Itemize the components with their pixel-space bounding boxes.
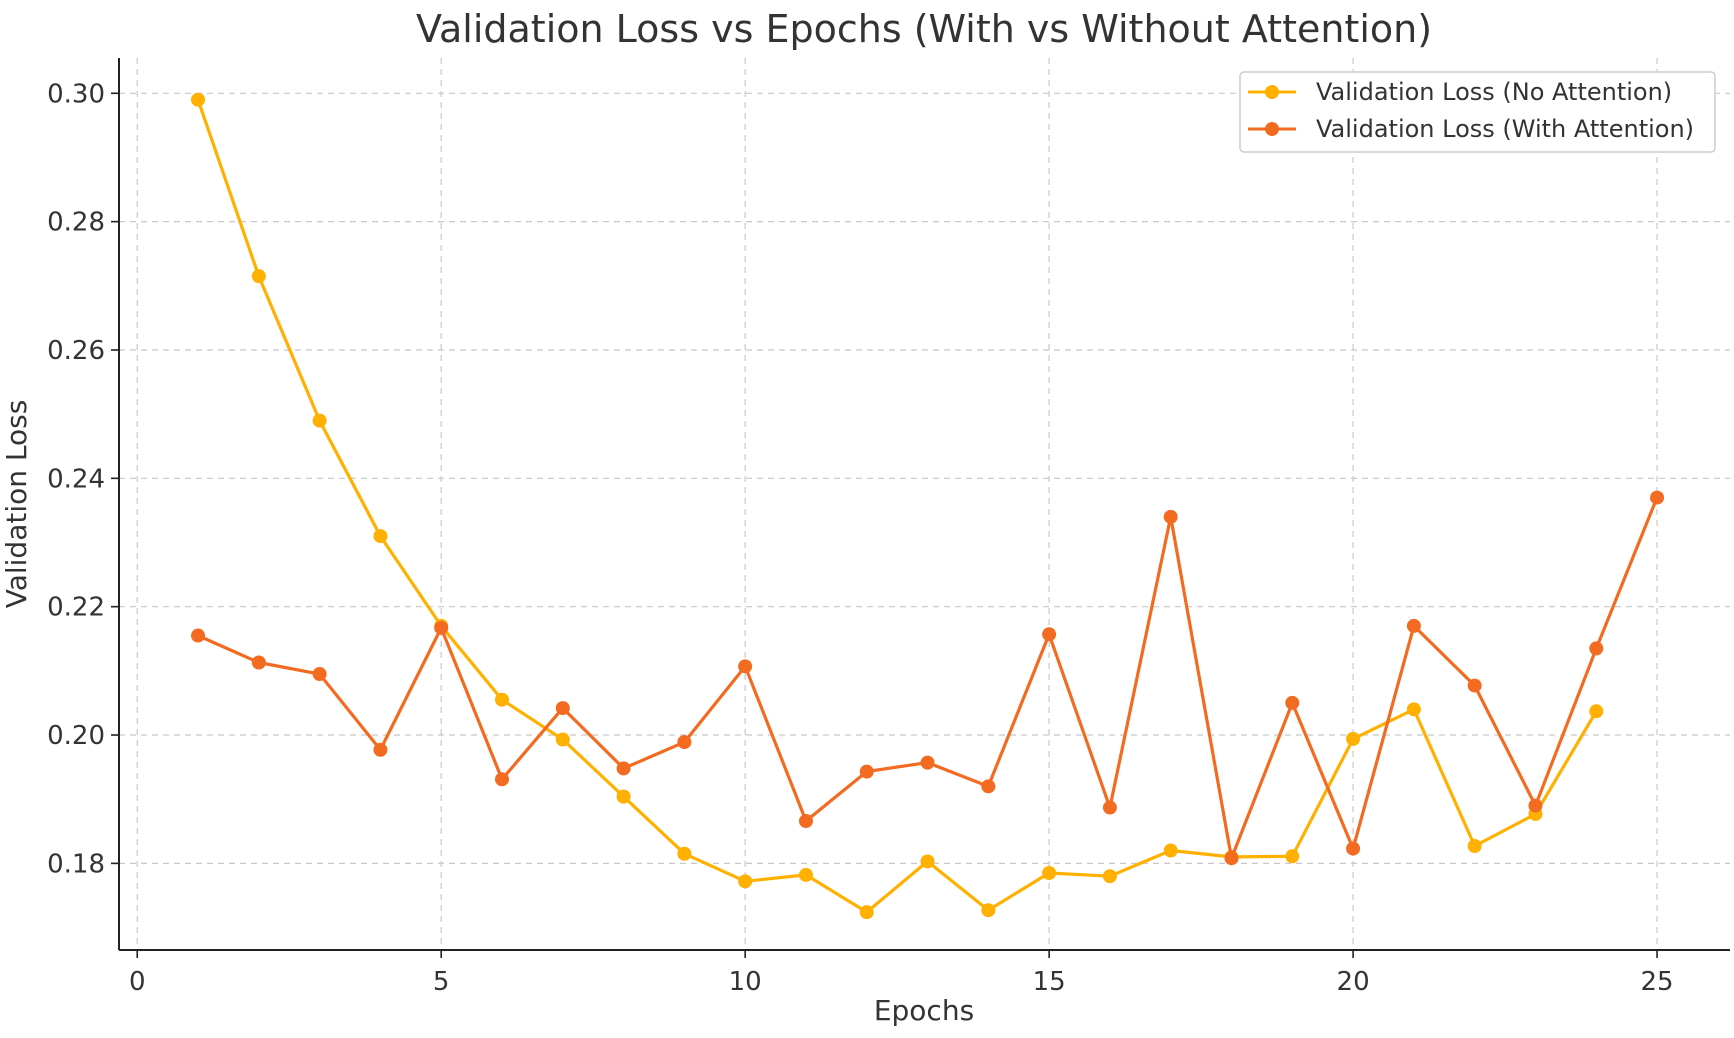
data-point [1528, 798, 1543, 813]
legend: Validation Loss (No Attention) Validatio… [1239, 71, 1716, 153]
data-point [738, 659, 753, 674]
x-axis-ticks: 0 5 10 15 20 25 [129, 950, 1674, 997]
data-point [373, 529, 388, 544]
y-tick-label: 0.28 [47, 208, 105, 238]
data-point [1042, 865, 1057, 880]
data-point [1285, 849, 1300, 864]
x-tick-label: 25 [1641, 967, 1674, 997]
data-point [859, 764, 874, 779]
data-point [191, 92, 206, 107]
data-point [859, 905, 874, 920]
legend-marker-no-attention [1265, 85, 1279, 99]
grid-lines [119, 58, 1730, 950]
data-point [920, 854, 935, 869]
data-point [981, 903, 996, 918]
data-point [798, 867, 813, 882]
series-line [196, 99, 1598, 914]
x-axis-label: Epochs [874, 994, 974, 1027]
y-tick-label: 0.30 [47, 79, 105, 109]
legend-label-no-attention: Validation Loss (No Attention) [1316, 78, 1672, 106]
legend-label-with-attention: Validation Loss (With Attention) [1316, 115, 1694, 143]
data-point [1163, 509, 1178, 524]
data-point [555, 732, 570, 747]
data-point [616, 789, 631, 804]
data-point [677, 735, 692, 750]
data-point [494, 772, 509, 787]
data-point [312, 667, 327, 682]
data-point [738, 874, 753, 889]
data-point [1346, 841, 1361, 856]
data-point [1589, 641, 1604, 656]
x-tick-label: 0 [129, 967, 146, 997]
legend-box [1239, 71, 1716, 153]
series-line [197, 497, 1659, 860]
data-point [1102, 800, 1117, 815]
x-tick-label: 5 [433, 967, 450, 997]
data-point [373, 742, 388, 757]
y-tick-label: 0.26 [47, 336, 105, 366]
data-point [616, 761, 631, 776]
x-tick-label: 10 [729, 967, 762, 997]
data-point [1467, 678, 1482, 693]
y-axis-label: Validation Loss [0, 400, 33, 609]
y-axis-ticks: 0.18 0.20 0.22 0.24 0.26 0.28 0.30 [47, 79, 119, 879]
data-point [798, 814, 813, 829]
data-point [1406, 702, 1421, 717]
data-point [1042, 627, 1057, 642]
data-point [434, 620, 449, 635]
series-layer [191, 92, 1665, 920]
legend-marker-with-attention [1265, 122, 1279, 136]
data-point [251, 269, 266, 284]
data-point [677, 846, 692, 861]
data-point [1650, 490, 1665, 505]
y-tick-label: 0.18 [47, 849, 105, 879]
x-tick-label: 15 [1033, 967, 1066, 997]
data-point [191, 628, 206, 643]
data-point [1163, 843, 1178, 858]
data-point [494, 692, 509, 707]
y-tick-label: 0.24 [47, 464, 105, 494]
series-1 [191, 490, 1665, 866]
data-point [1102, 869, 1117, 884]
data-point [1224, 851, 1239, 866]
chart-title: Validation Loss vs Epochs (With vs Witho… [416, 7, 1432, 51]
y-tick-label: 0.22 [47, 593, 105, 623]
data-point [1285, 695, 1300, 710]
data-point [251, 655, 266, 670]
data-point [1467, 839, 1482, 854]
data-point [555, 701, 570, 716]
data-point [1406, 618, 1421, 633]
data-point [1346, 731, 1361, 746]
y-tick-label: 0.20 [47, 721, 105, 751]
data-point [312, 413, 327, 428]
data-point [1589, 704, 1604, 719]
series-0 [191, 92, 1604, 920]
x-tick-label: 20 [1337, 967, 1370, 997]
data-point [981, 779, 996, 794]
data-point [920, 755, 935, 770]
